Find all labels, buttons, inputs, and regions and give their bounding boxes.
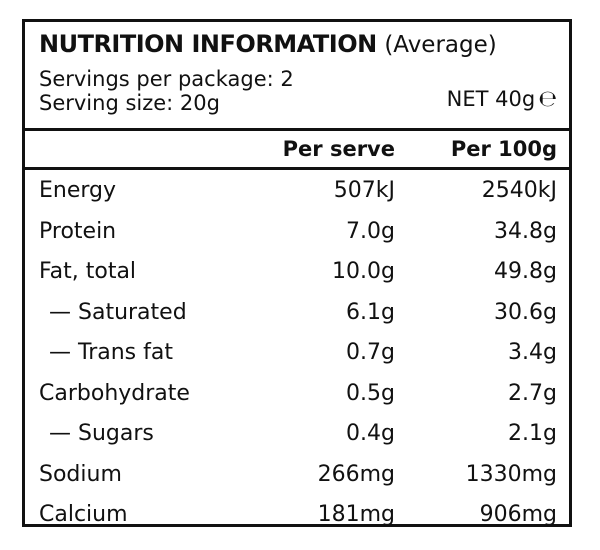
nutrient-row-fat-total: Fat, total 10.0g 49.8g (25, 253, 569, 294)
panel-header: NUTRITION INFORMATION (Average) Servings… (25, 22, 569, 131)
nutrient-label: Fat, total (39, 259, 137, 284)
per-serve-value: 266mg (317, 461, 395, 487)
serving-size: Serving size: 20g (39, 91, 220, 115)
per-serve-value: 6.1g (346, 299, 395, 325)
per-100g-value: 3.4g (508, 340, 557, 365)
per-100g-value: 2540kJ (481, 178, 557, 203)
servings-per-package: Servings per package: 2 (39, 67, 294, 91)
nutrient-label: — Trans fat (49, 340, 173, 365)
nutrient-row-sodium: Sodium 266mg 1330mg (25, 456, 569, 497)
nutrient-row-calcium: Calcium 181mg 906mg (25, 496, 569, 537)
title-note: (Average) (384, 32, 497, 58)
column-header-per-serve: Per serve (282, 137, 395, 161)
nutrient-label: — Sugars (49, 421, 154, 446)
title-text: NUTRITION INFORMATION (39, 30, 377, 58)
per-100g-value: 30.6g (494, 299, 557, 325)
column-header-per-100g: Per 100g (450, 137, 557, 161)
per-100g-value: 2.1g (508, 421, 557, 446)
per-serve-value: 181mg (317, 502, 395, 527)
net-weight-text: NET 40g (446, 87, 536, 111)
nutrient-row-sugars: — Sugars 0.4g 2.1g (25, 415, 569, 456)
nutrient-rows: Energy 507kJ 2540kJ Protein 7.0g 34.8g F… (25, 172, 569, 537)
nutrient-row-trans-fat: — Trans fat 0.7g 3.4g (25, 334, 569, 375)
nutrient-row-carbohydrate: Carbohydrate 0.5g 2.7g (25, 375, 569, 416)
nutrient-row-protein: Protein 7.0g 34.8g (25, 213, 569, 254)
per-100g-value: 49.8g (494, 259, 557, 284)
nutrient-row-saturated: — Saturated 6.1g 30.6g (25, 294, 569, 335)
column-header-row: Per serve Per 100g (25, 131, 569, 170)
nutrient-row-energy: Energy 507kJ 2540kJ (25, 172, 569, 213)
estimated-sign-icon: ℮ (538, 87, 557, 112)
nutrient-label: Sodium (39, 461, 122, 487)
net-weight: NET 40g ℮ (447, 87, 557, 112)
per-serve-value: 10.0g (332, 259, 395, 284)
nutrient-label: — Saturated (49, 299, 187, 325)
nutrient-label: Calcium (39, 502, 128, 527)
per-serve-value: 7.0g (346, 218, 395, 244)
per-serve-value: 0.7g (346, 340, 395, 365)
per-100g-value: 2.7g (508, 380, 557, 406)
nutrient-label: Carbohydrate (39, 380, 190, 406)
per-serve-value: 0.4g (346, 421, 395, 446)
per-100g-value: 34.8g (494, 218, 557, 244)
per-serve-value: 0.5g (346, 380, 395, 406)
per-serve-value: 507kJ (333, 178, 395, 203)
nutrient-label: Energy (39, 178, 117, 203)
nutrition-panel: NUTRITION INFORMATION (Average) Servings… (22, 19, 572, 527)
per-100g-value: 1330mg (465, 461, 557, 487)
per-100g-value: 906mg (479, 502, 557, 527)
nutrient-label: Protein (39, 218, 117, 244)
panel-title: NUTRITION INFORMATION (Average) (39, 30, 497, 58)
